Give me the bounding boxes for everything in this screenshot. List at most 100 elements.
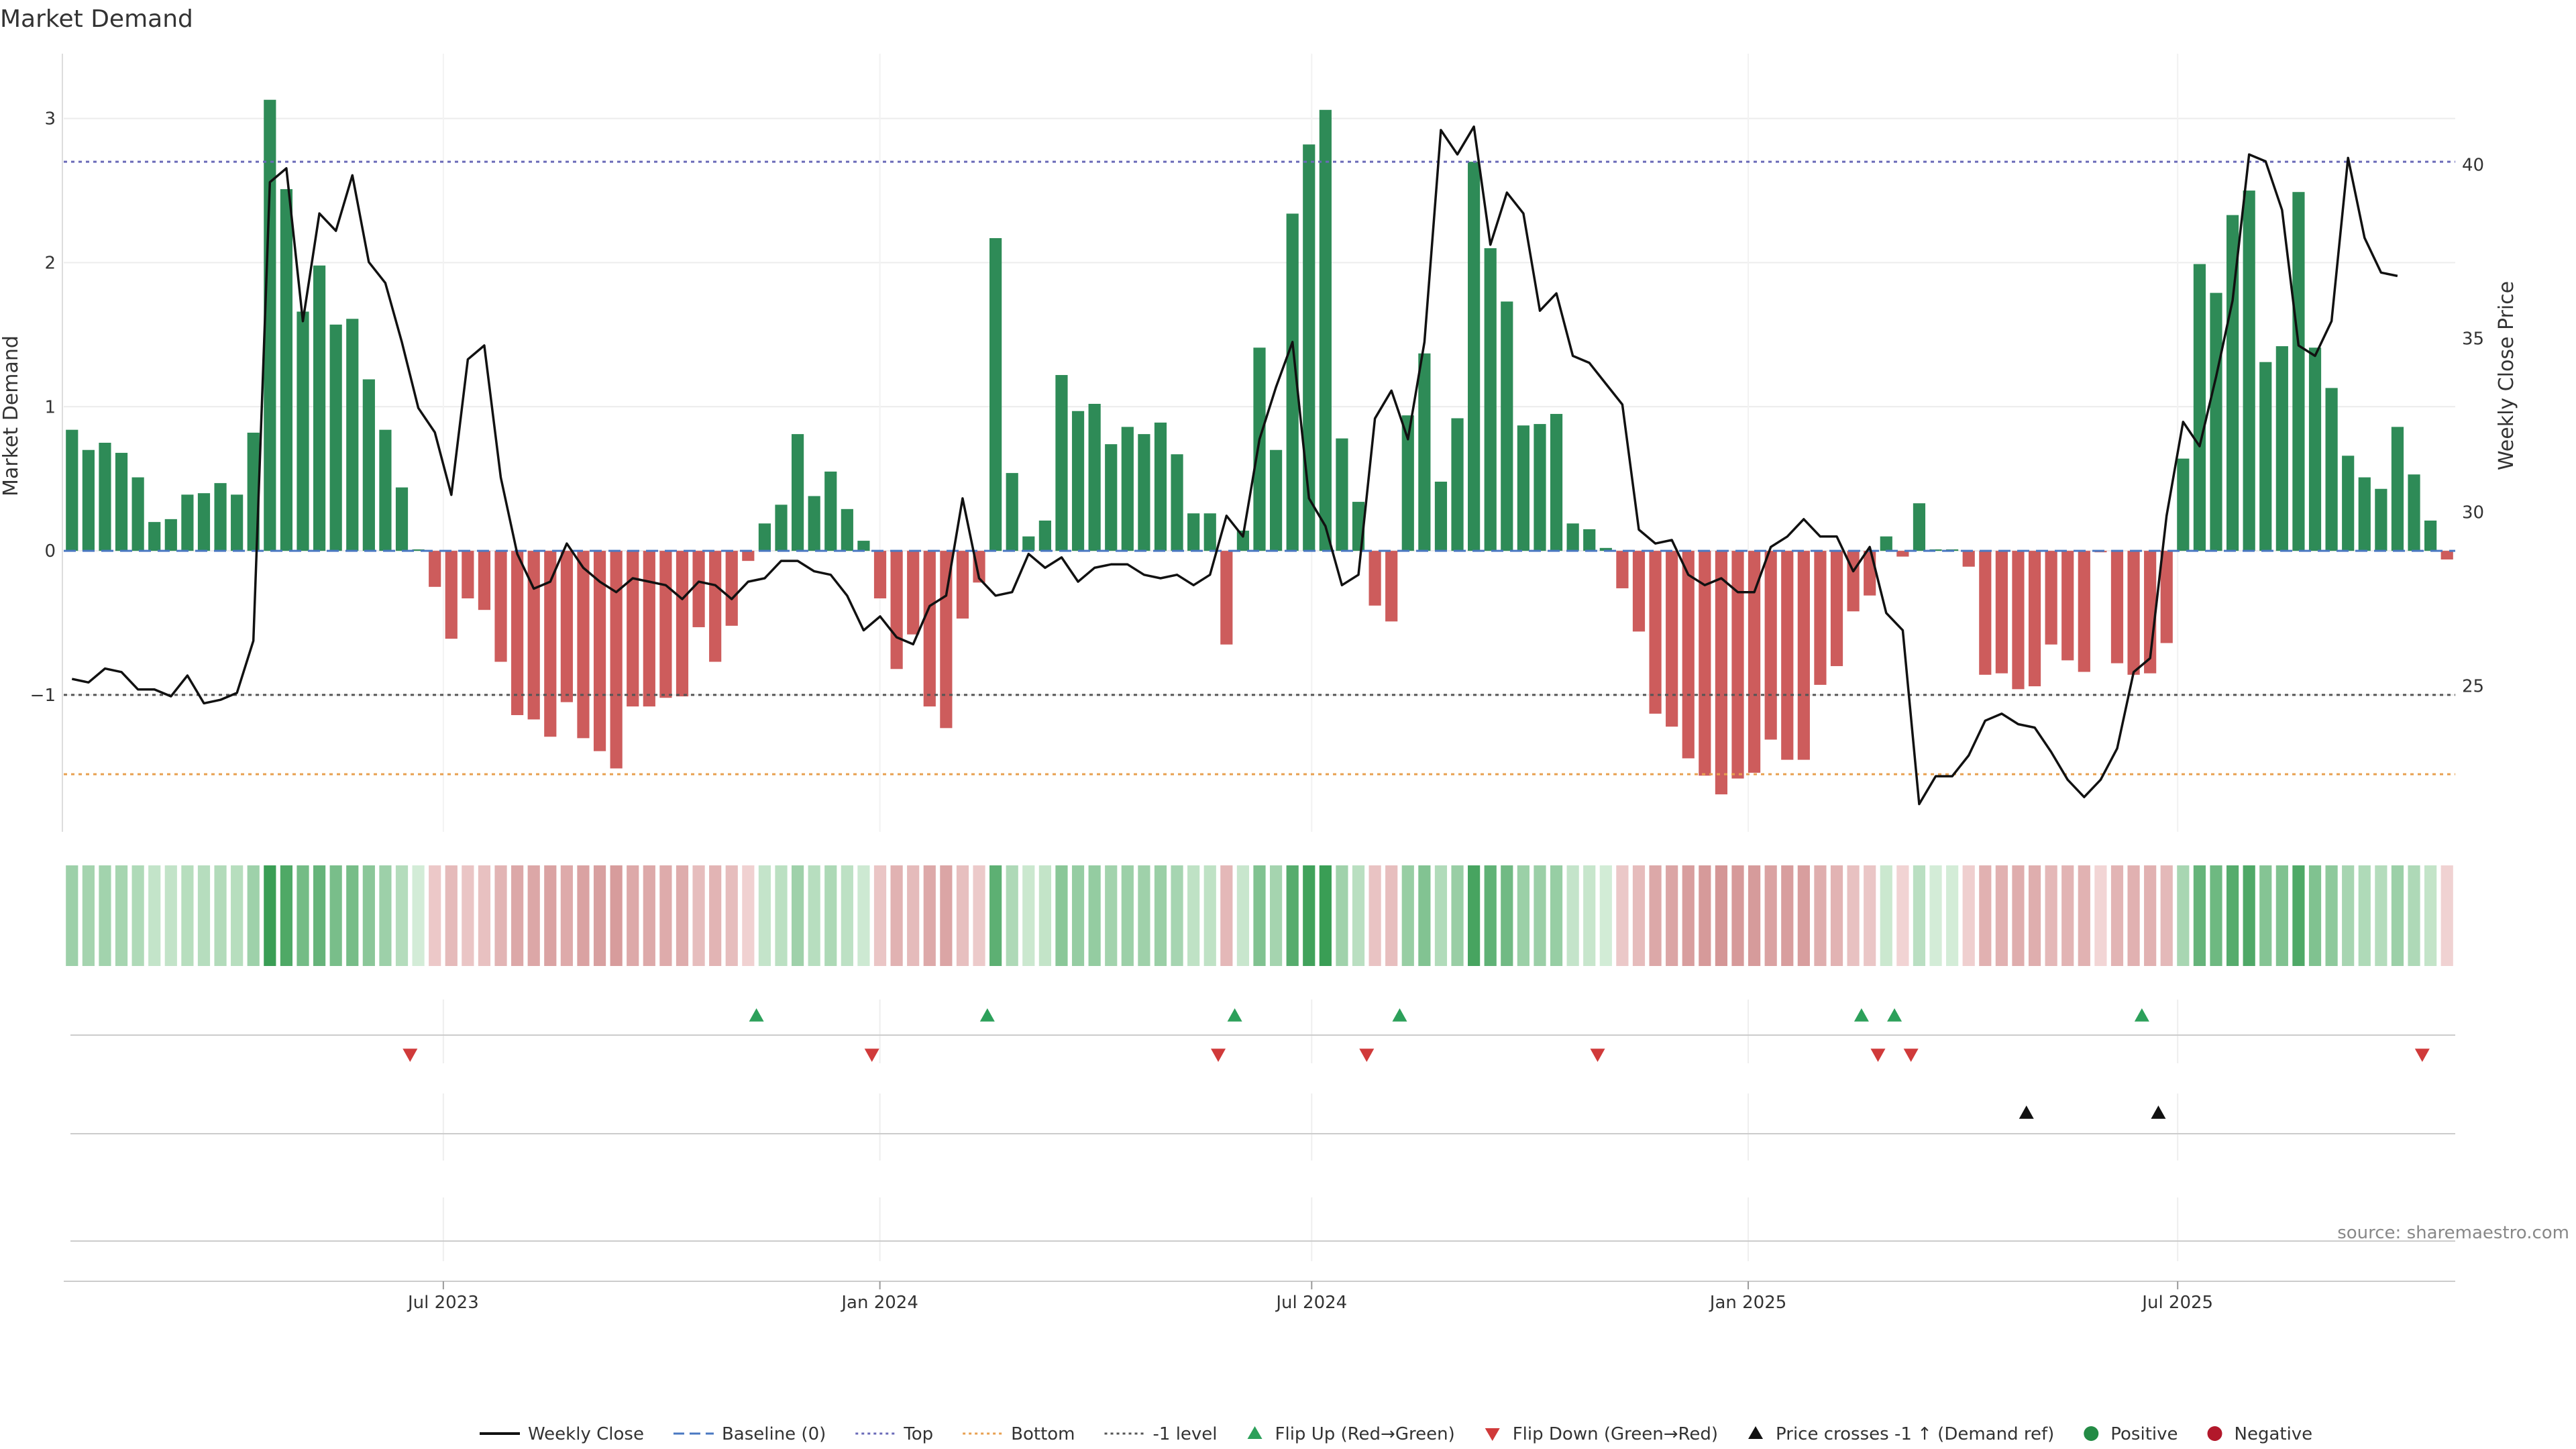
heat-cell — [2342, 865, 2355, 966]
demand-bar — [1599, 547, 1612, 551]
demand-bar — [2325, 388, 2338, 551]
flip-down-marker — [1903, 1049, 1919, 1062]
price-cross-marker — [2019, 1106, 2034, 1119]
heat-cell — [2226, 865, 2239, 966]
demand-bar — [346, 319, 359, 551]
heat-cell — [742, 865, 755, 966]
heat-cell — [148, 865, 161, 966]
demand-bar — [1501, 301, 1513, 551]
heat-cell — [593, 865, 606, 966]
x-tick-label: Jul 2023 — [407, 1293, 479, 1313]
legend-label: Positive — [2110, 1424, 2178, 1444]
demand-bar — [1451, 418, 1464, 551]
heat-cell — [1253, 865, 1266, 966]
demand-bar — [1434, 482, 1448, 551]
source-note: source: sharemaestro.com — [2337, 1223, 2569, 1243]
demand-bar — [1236, 531, 1250, 551]
demand-bar — [841, 508, 853, 551]
heat-cell — [1616, 865, 1629, 966]
legend: Weekly Close Baseline (0) Top Bottom -1 leve… — [480, 1424, 2312, 1444]
signal-rows — [70, 1000, 2455, 1261]
demand-bar — [99, 443, 111, 551]
heat-cell — [758, 865, 771, 966]
heat-cell — [2275, 865, 2288, 966]
heat-cell — [66, 865, 78, 966]
heat-cell — [2358, 865, 2371, 966]
heat-cell — [1566, 865, 1579, 966]
demand-bar — [82, 449, 95, 551]
heat-cell — [627, 865, 639, 966]
heat-cell — [1187, 865, 1200, 966]
demand-bar — [593, 551, 606, 751]
demand-bar — [742, 551, 755, 561]
heat-cell — [1171, 865, 1183, 966]
y-left-axis-label: Market Demand — [0, 335, 23, 496]
heat-cell — [2259, 865, 2272, 966]
demand-bar — [280, 189, 293, 551]
heat-cell — [297, 865, 309, 966]
heat-cell — [2127, 865, 2140, 966]
demand-bar — [643, 551, 655, 707]
demand-bar — [725, 551, 738, 626]
chart-title: Market Demand — [0, 5, 193, 33]
heat-cell — [1484, 865, 1497, 966]
demand-bar — [214, 483, 227, 551]
demand-bar — [627, 551, 639, 707]
heat-cell — [82, 865, 95, 966]
heat-cell — [725, 865, 738, 966]
heat-cell — [511, 865, 524, 966]
demand-bar — [1748, 551, 1761, 773]
heat-cell — [1534, 865, 1546, 966]
demand-bar — [1006, 473, 1018, 551]
heat-cell — [956, 865, 969, 966]
demand-bar — [2358, 477, 2371, 551]
heat-cell — [362, 865, 375, 966]
heat-cell — [2061, 865, 2074, 966]
heat-cell — [264, 865, 276, 966]
heat-cell — [560, 865, 573, 966]
heat-cell — [2408, 865, 2420, 966]
heat-cell — [659, 865, 672, 966]
demand-bar — [1913, 503, 1926, 551]
heat-cell — [1946, 865, 1959, 966]
heat-cell — [2325, 865, 2338, 966]
demand-bar — [1171, 454, 1183, 551]
heat-cell — [676, 865, 689, 966]
heat-cell — [1748, 865, 1761, 966]
heat-cell — [1236, 865, 1250, 966]
demand-bar — [264, 99, 276, 551]
demand-bar — [1154, 422, 1167, 551]
demand-bar — [1071, 411, 1085, 551]
legend-swatch — [2084, 1426, 2099, 1441]
demand-bar — [2243, 191, 2255, 551]
demand-bar — [560, 551, 573, 702]
heat-cell — [164, 865, 177, 966]
heat-cell — [131, 865, 144, 966]
demand-bar — [148, 522, 161, 551]
demand-bar — [247, 432, 260, 551]
heat-cell — [1286, 865, 1299, 966]
demand-bar — [2259, 362, 2272, 551]
y-left-tick-label: −1 — [30, 686, 56, 706]
y-left-tick-label: 3 — [44, 109, 56, 129]
demand-bar — [1203, 513, 1216, 551]
heat-cell — [379, 865, 392, 966]
legend-swatch — [1485, 1428, 1500, 1441]
heat-cell — [1385, 865, 1398, 966]
heat-cell — [1962, 865, 1975, 966]
heat-cell — [1814, 865, 1827, 966]
heat-cell — [2391, 865, 2404, 966]
y-left-tick-label: 2 — [44, 253, 56, 273]
heat-cell — [2424, 865, 2437, 966]
demand-bar — [395, 487, 409, 551]
demand-bar — [1220, 551, 1233, 645]
demand-bar — [297, 311, 309, 551]
heat-cell — [1154, 865, 1167, 966]
demand-bar — [989, 237, 1002, 551]
demand-bar — [1797, 551, 1810, 760]
demand-bar — [1303, 144, 1316, 551]
demand-bar — [791, 434, 804, 551]
heat-cell — [1006, 865, 1018, 966]
flip-down-marker — [2414, 1049, 2430, 1062]
flip-up-marker — [979, 1008, 995, 1022]
